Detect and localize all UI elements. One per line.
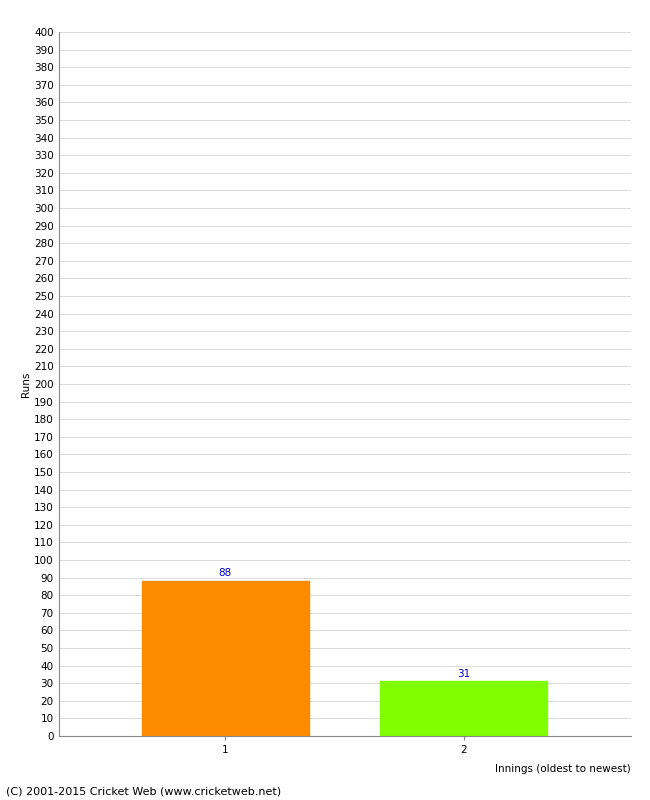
Text: (C) 2001-2015 Cricket Web (www.cricketweb.net): (C) 2001-2015 Cricket Web (www.cricketwe… [6, 786, 281, 796]
Bar [380, 682, 547, 736]
Text: Innings (oldest to newest): Innings (oldest to newest) [495, 764, 630, 774]
Y-axis label: Runs: Runs [21, 371, 31, 397]
Bar [142, 581, 309, 736]
Text: 88: 88 [218, 569, 232, 578]
Text: 31: 31 [457, 669, 471, 678]
